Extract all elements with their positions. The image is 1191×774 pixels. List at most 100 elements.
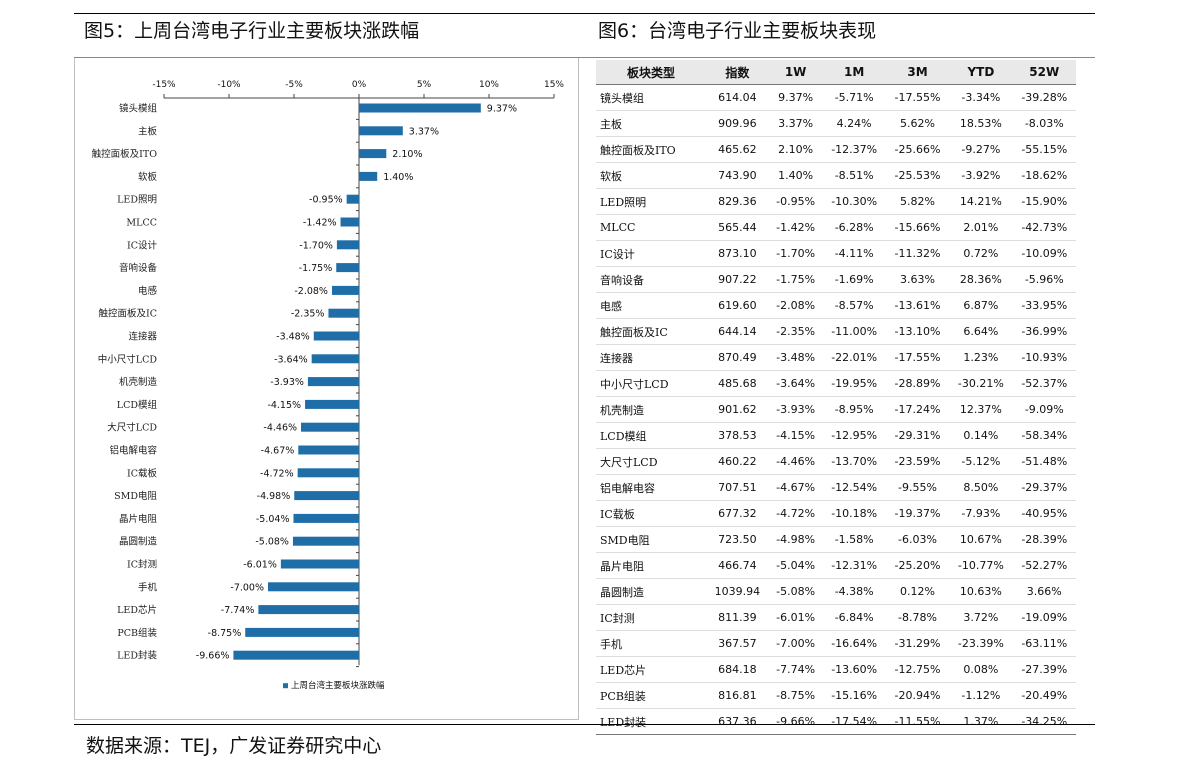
value-cell: -4.38% <box>822 578 886 605</box>
bar <box>292 536 359 546</box>
value-cell: -5.96% <box>1012 266 1076 293</box>
value-cell: -25.53% <box>885 162 950 189</box>
sector-name-cell: IC设计 <box>596 240 706 267</box>
value-cell: -29.31% <box>885 422 950 449</box>
category-label: 镜头模组 <box>119 103 158 115</box>
bar <box>359 126 403 136</box>
value-cell: -9.27% <box>949 136 1013 163</box>
bar <box>233 650 359 660</box>
value-cell: -5.71% <box>822 84 886 111</box>
table-row: 连接器 870.49 -3.48% -22.01% -17.55% 1.23% -10.93… <box>596 344 1076 371</box>
bar-chart: -15% -10% -5% 0% 5% 10% 15% 镜头模组 9.37% 主板 3.37% 触控面… <box>92 80 565 691</box>
value-cell: -3.64% <box>768 370 823 397</box>
value-cell: -8.78% <box>885 604 950 631</box>
value-cell: -23.39% <box>949 630 1013 657</box>
value-cell: -19.37% <box>885 500 950 527</box>
value-cell: 465.62 <box>705 136 769 163</box>
value-cell: -36.99% <box>1012 318 1076 345</box>
value-cell: -10.30% <box>822 188 886 215</box>
table-row: IC封测 811.39 -6.01% -6.84% -8.78% 3.72% -19.09% <box>596 604 1076 631</box>
table-row: 铝电解电容 707.51 -4.67% -12.54% -9.55% 8.50% -29.3… <box>596 474 1076 501</box>
value-cell: 1039.94 <box>705 578 769 605</box>
value-cell: -30.21% <box>949 370 1013 397</box>
data-label: 1.40% <box>383 172 413 183</box>
table-row: 主板 909.96 3.37% 4.24% 5.62% 18.53% -8.03% <box>596 110 1076 137</box>
value-cell: -13.10% <box>885 318 950 345</box>
bar <box>359 149 387 159</box>
value-cell: -5.04% <box>768 552 823 579</box>
sector-name-cell: PCB组装 <box>596 682 706 709</box>
value-cell: -55.15% <box>1012 136 1076 163</box>
data-label: -1.75% <box>299 263 333 274</box>
value-cell: 460.22 <box>705 448 769 475</box>
value-cell: -4.46% <box>768 448 823 475</box>
value-cell: 811.39 <box>705 604 769 631</box>
bar <box>307 377 359 387</box>
sector-name-cell: 中小尺寸LCD <box>596 370 706 397</box>
value-cell: -17.24% <box>885 396 950 423</box>
value-cell: 367.57 <box>705 630 769 657</box>
sector-name-cell: 晶圆制造 <box>596 578 706 605</box>
category-label: 手机 <box>138 581 158 593</box>
table-row: LED芯片 684.18 -7.74% -13.60% -12.75% 0.08% -27.… <box>596 656 1076 683</box>
table-row: 软板 743.90 1.40% -8.51% -25.53% -3.92% -18.62% <box>596 162 1076 189</box>
value-cell: -25.66% <box>885 136 950 163</box>
value-cell: -1.12% <box>949 682 1013 709</box>
bar <box>359 171 378 181</box>
category-label: LED芯片 <box>117 604 157 616</box>
value-cell: -8.57% <box>822 292 886 319</box>
category-label: IC设计 <box>127 239 158 251</box>
bar <box>294 491 359 501</box>
value-cell: -3.48% <box>768 344 823 371</box>
value-cell: -10.93% <box>1012 344 1076 371</box>
value-cell: 6.87% <box>949 292 1013 319</box>
sector-name-cell: 音响设备 <box>596 266 706 293</box>
bar <box>359 103 481 113</box>
category-label: 晶圆制造 <box>119 536 158 548</box>
table-row: IC设计 873.10 -1.70% -4.11% -11.32% 0.72% -10.09… <box>596 240 1076 267</box>
value-cell: -5.12% <box>949 448 1013 475</box>
value-cell: -12.31% <box>822 552 886 579</box>
value-cell: -16.64% <box>822 630 886 657</box>
value-cell: -8.75% <box>768 682 823 709</box>
top-rule <box>74 13 1095 14</box>
value-cell: 1.37% <box>949 708 1013 735</box>
table-row: 晶圆制造 1039.94 -5.08% -4.38% 0.12% 10.63% 3.66% <box>596 578 1076 605</box>
table-row: PCB组装 816.81 -8.75% -15.16% -20.94% -1.12% -20… <box>596 682 1076 709</box>
title-divider <box>74 57 1095 58</box>
value-cell: 28.36% <box>949 266 1013 293</box>
sector-name-cell: 晶片电阻 <box>596 552 706 579</box>
category-label: MLCC <box>126 218 157 229</box>
sector-name-cell: 手机 <box>596 630 706 657</box>
legend-swatch <box>283 683 288 689</box>
value-cell: 873.10 <box>705 240 769 267</box>
value-cell: -4.67% <box>768 474 823 501</box>
value-cell: -52.27% <box>1012 552 1076 579</box>
column-header: 3M <box>885 60 950 85</box>
data-label: -2.35% <box>291 309 325 320</box>
x-tick-label: -10% <box>217 80 241 90</box>
table-row: 触控面板及ITO 465.62 2.10% -12.37% -25.66% -9.27% -… <box>596 136 1076 163</box>
data-label: -4.15% <box>267 400 301 411</box>
value-cell: -28.39% <box>1012 526 1076 553</box>
value-cell: 6.64% <box>949 318 1013 345</box>
value-cell: -10.18% <box>822 500 886 527</box>
value-cell: 3.37% <box>768 110 823 137</box>
sector-name-cell: 镜头模组 <box>596 84 706 111</box>
table-row: LCD模组 378.53 -4.15% -12.95% -29.31% 0.14% -58.… <box>596 422 1076 449</box>
data-label: -1.70% <box>299 240 333 251</box>
x-tick-label: 0% <box>352 80 367 90</box>
bar <box>280 559 359 569</box>
value-cell: -20.94% <box>885 682 950 709</box>
value-cell: -33.95% <box>1012 292 1076 319</box>
value-cell: -9.66% <box>768 708 823 735</box>
value-cell: -1.69% <box>822 266 886 293</box>
value-cell: 723.50 <box>705 526 769 553</box>
value-cell: 466.74 <box>705 552 769 579</box>
data-source-note: 数据来源：TEJ，广发证券研究中心 <box>86 735 382 757</box>
sector-name-cell: 软板 <box>596 162 706 189</box>
sector-name-cell: LED芯片 <box>596 656 706 683</box>
value-cell: 637.36 <box>705 708 769 735</box>
data-label: -6.01% <box>243 560 277 571</box>
sector-name-cell: 触控面板及ITO <box>596 136 706 163</box>
